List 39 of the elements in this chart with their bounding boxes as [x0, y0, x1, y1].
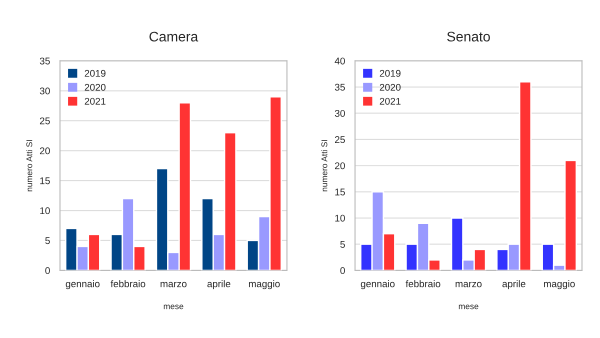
y-tick-label: 30 — [40, 88, 50, 94]
legend-label: 2019 — [84, 70, 106, 77]
y-tick-label: 15 — [335, 188, 345, 196]
x-axis-title: mese — [458, 304, 478, 310]
x-tick-label: gennaio — [66, 280, 100, 290]
y-tick-label: 0 — [45, 267, 50, 274]
legend-label: 2020 — [380, 84, 401, 91]
y-tick-label: 5 — [45, 237, 50, 244]
y-tick-label: 25 — [40, 117, 50, 124]
x-tick-label: febbraio — [110, 280, 146, 288]
y-tick-label: 20 — [40, 147, 50, 154]
y-tick-label: 10 — [40, 207, 50, 214]
x-tick-label: maggio — [248, 280, 280, 290]
x-tick-label: aprile — [207, 280, 230, 290]
y-tick-label: 25 — [334, 136, 345, 144]
y-tick-label: 30 — [334, 110, 345, 117]
x-tick-label: aprile — [502, 280, 526, 290]
legend-label: 2019 — [380, 70, 401, 77]
y-axis-title: numero Atti SI — [321, 140, 328, 192]
y-tick-label: 10 — [335, 214, 345, 222]
y-tick-label: 0 — [340, 267, 345, 274]
x-axis-title: mese — [164, 304, 184, 310]
legend-label: 2021 — [380, 98, 401, 105]
y-tick-label: 20 — [334, 162, 345, 170]
y-tick-label: 40 — [334, 58, 345, 64]
legend-label: 2021 — [84, 98, 106, 105]
y-tick-label: 35 — [40, 58, 50, 64]
x-tick-label: febbraio — [406, 280, 440, 288]
chart-title: Camera — [149, 32, 198, 42]
y-tick-label: 35 — [334, 84, 345, 91]
y-tick-label: 5 — [340, 241, 345, 248]
y-axis-title: numero Atti SI — [26, 140, 32, 192]
x-tick-label: marzo — [160, 282, 187, 288]
legend-label: 2020 — [84, 84, 106, 91]
chart-title: Senato — [447, 32, 490, 42]
x-tick-label: maggio — [544, 280, 575, 290]
x-tick-label: marzo — [456, 282, 482, 288]
x-tick-label: gennaio — [360, 280, 395, 290]
y-tick-label: 15 — [40, 177, 50, 184]
